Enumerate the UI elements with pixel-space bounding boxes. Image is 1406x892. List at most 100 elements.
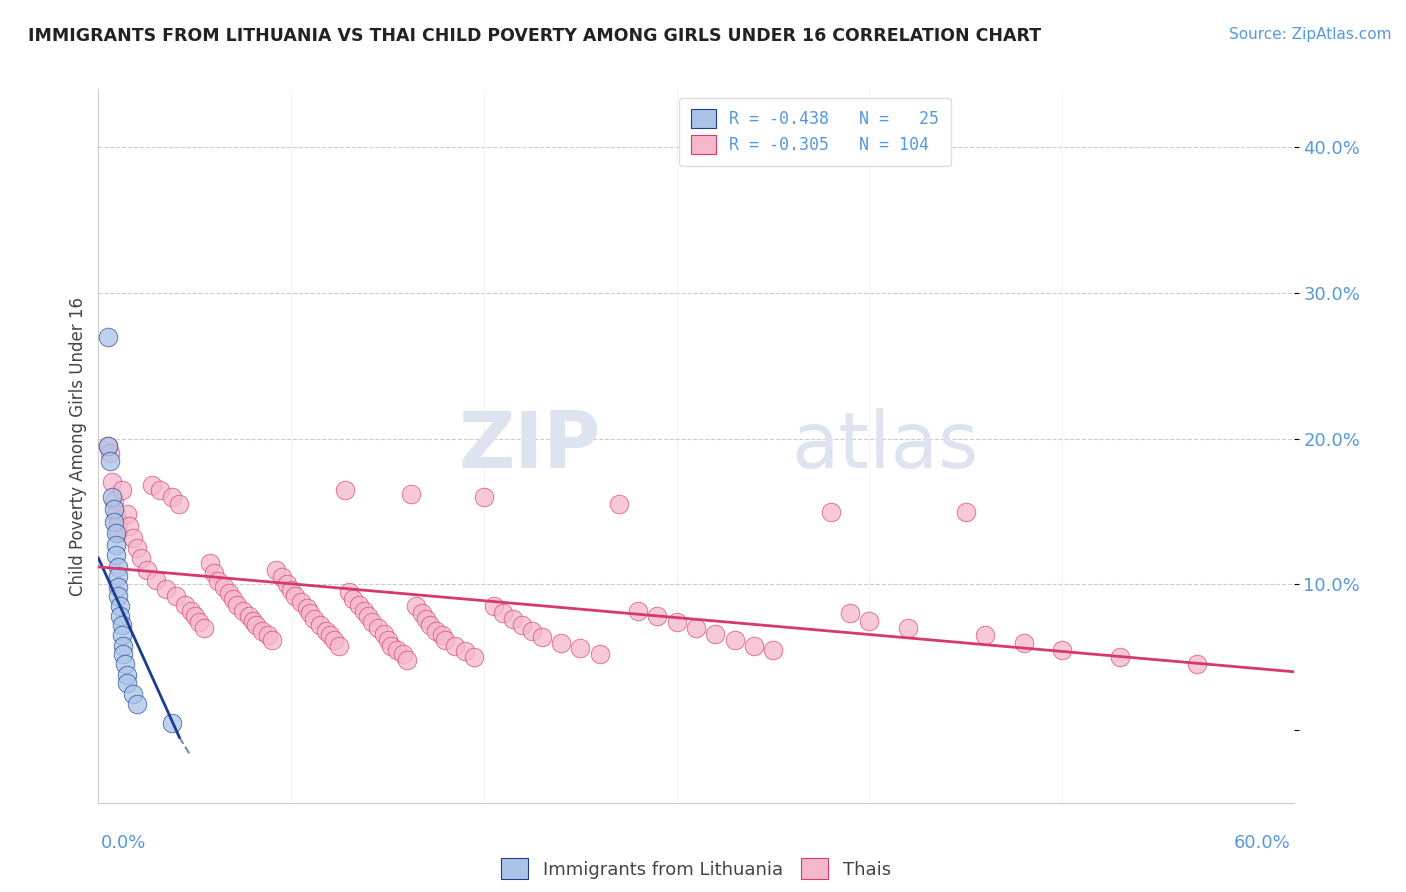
- Point: [367, 621, 389, 635]
- Point: [187, 615, 209, 630]
- Point: [141, 478, 163, 492]
- Point: [742, 639, 765, 653]
- Point: [101, 475, 124, 490]
- Point: [98, 446, 121, 460]
- Point: [107, 516, 129, 531]
- Point: [415, 612, 437, 626]
- Point: [588, 647, 610, 661]
- Point: [238, 609, 260, 624]
- Point: [180, 603, 202, 617]
- Point: [762, 643, 785, 657]
- Point: [472, 490, 495, 504]
- Point: [820, 504, 842, 518]
- Point: [353, 603, 375, 617]
- Point: [104, 526, 127, 541]
- Point: [125, 697, 148, 711]
- Point: [104, 508, 127, 522]
- Point: [492, 607, 515, 621]
- Point: [1012, 635, 1035, 649]
- Point: [482, 599, 505, 614]
- Point: [149, 483, 172, 497]
- Point: [112, 639, 135, 653]
- Point: [284, 589, 307, 603]
- Point: [169, 497, 191, 511]
- Point: [419, 618, 441, 632]
- Point: [309, 618, 332, 632]
- Point: [108, 609, 131, 624]
- Point: [107, 560, 129, 574]
- Point: [270, 570, 292, 584]
- Point: [627, 603, 650, 617]
- Point: [184, 609, 207, 624]
- Text: Source: ZipAtlas.com: Source: ZipAtlas.com: [1229, 27, 1392, 42]
- Point: [520, 624, 543, 638]
- Point: [193, 621, 215, 635]
- Point: [125, 541, 148, 555]
- Point: [430, 628, 453, 642]
- Point: [257, 628, 280, 642]
- Point: [295, 600, 318, 615]
- Point: [357, 609, 380, 624]
- Point: [264, 563, 287, 577]
- Point: [607, 497, 630, 511]
- Point: [328, 639, 350, 653]
- Point: [463, 650, 485, 665]
- Point: [290, 595, 312, 609]
- Point: [232, 603, 254, 617]
- Point: [955, 504, 977, 518]
- Point: [212, 580, 235, 594]
- Point: [704, 627, 727, 641]
- Point: [337, 584, 360, 599]
- Point: [550, 635, 572, 649]
- Point: [107, 580, 129, 594]
- Point: [315, 624, 337, 638]
- Point: [385, 643, 409, 657]
- Point: [502, 612, 524, 626]
- Point: [373, 627, 395, 641]
- Text: IMMIGRANTS FROM LITHUANIA VS THAI CHILD POVERTY AMONG GIRLS UNDER 16 CORRELATION: IMMIGRANTS FROM LITHUANIA VS THAI CHILD …: [28, 27, 1042, 45]
- Point: [112, 647, 135, 661]
- Text: 0.0%: 0.0%: [101, 834, 146, 852]
- Point: [107, 568, 129, 582]
- Point: [858, 614, 880, 628]
- Point: [1185, 657, 1208, 672]
- Point: [405, 599, 427, 614]
- Point: [512, 618, 534, 632]
- Point: [252, 624, 274, 638]
- Point: [347, 598, 370, 612]
- Point: [117, 667, 139, 681]
- Point: [202, 566, 225, 580]
- Point: [723, 632, 745, 647]
- Point: [276, 577, 298, 591]
- Point: [333, 483, 356, 497]
- Point: [399, 487, 422, 501]
- Point: [103, 501, 125, 516]
- Point: [117, 676, 139, 690]
- Point: [453, 644, 475, 658]
- Point: [342, 591, 364, 606]
- Point: [103, 494, 125, 508]
- Point: [174, 598, 197, 612]
- Point: [114, 657, 136, 672]
- Point: [117, 508, 139, 522]
- Point: [107, 589, 129, 603]
- Point: [1050, 643, 1073, 657]
- Point: [110, 628, 132, 642]
- Point: [1109, 650, 1132, 665]
- Point: [839, 607, 862, 621]
- Point: [304, 612, 326, 626]
- Point: [685, 621, 707, 635]
- Point: [107, 526, 129, 541]
- Point: [165, 589, 187, 603]
- Point: [103, 515, 125, 529]
- Point: [322, 632, 344, 647]
- Point: [155, 582, 177, 596]
- Point: [530, 630, 553, 644]
- Text: atlas: atlas: [792, 408, 979, 484]
- Point: [411, 607, 433, 621]
- Point: [395, 653, 418, 667]
- Text: 60.0%: 60.0%: [1234, 834, 1291, 852]
- Point: [160, 715, 183, 730]
- Point: [665, 615, 688, 630]
- Point: [260, 632, 283, 647]
